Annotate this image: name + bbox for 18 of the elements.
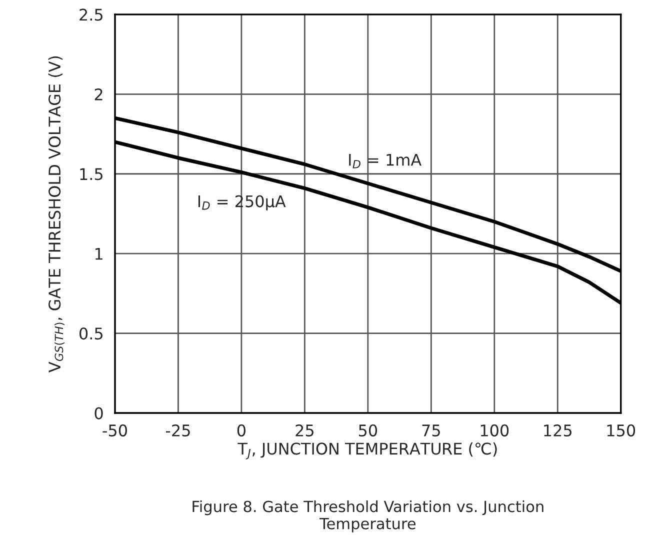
caption: Figure 8. Gate Threshold Variation vs. Junction Temperature: [192, 500, 544, 532]
x-tick-label: 100: [480, 424, 509, 436]
y-tick-label: 0: [94, 407, 103, 420]
x-tick-label: 0: [237, 424, 246, 436]
x-tick-label: 75: [422, 424, 440, 436]
y-tick-label: 2: [94, 88, 102, 100]
x-axis-title: T$_{J}$, JUNCTION TEMPERATURE (℃): [238, 442, 497, 460]
y-tick-label: 1.5: [80, 168, 102, 180]
y-tick-label: 1: [95, 248, 102, 260]
x-tick-label: 50: [358, 424, 378, 436]
x-tick-label: -50: [102, 424, 127, 436]
x-tick-label: -25: [166, 424, 190, 436]
y-tick-label: 0.5: [80, 328, 102, 340]
x-tick-label: 125: [544, 424, 572, 436]
y-tick-label: 2.5: [80, 8, 102, 21]
y-axis-title: V$_{GS(TH)}$, GATE THRESHOLD VOLTAGE (V): [48, 56, 64, 372]
x-tick-label: 150: [607, 424, 636, 436]
x-tick-label: 25: [296, 424, 314, 436]
